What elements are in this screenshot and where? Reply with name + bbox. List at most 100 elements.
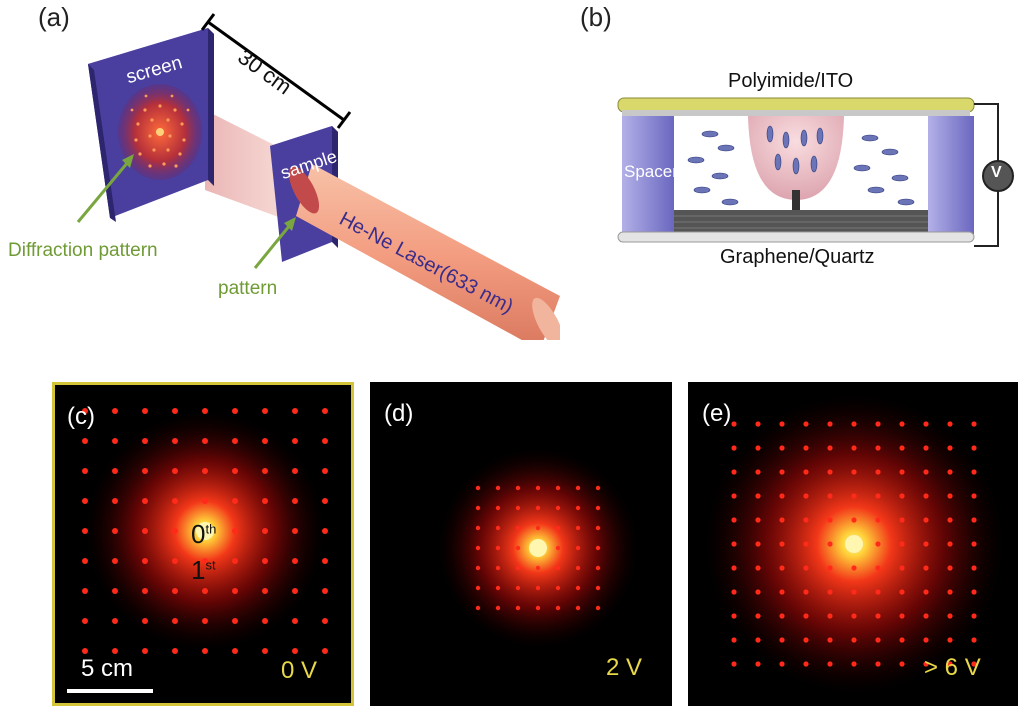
diffraction-spot xyxy=(803,469,809,475)
diffraction-spot xyxy=(971,637,977,643)
diffraction-spot xyxy=(142,648,148,654)
diffraction-spot xyxy=(495,585,501,591)
diffraction-spot xyxy=(535,585,541,591)
diffraction-spot xyxy=(971,613,977,619)
diffraction-spot xyxy=(535,485,541,491)
diffraction-spot xyxy=(947,637,953,643)
diffraction-spot xyxy=(779,637,785,643)
diffraction-spot xyxy=(262,438,268,444)
diffraction-spot xyxy=(971,661,977,667)
diffraction-spot xyxy=(82,468,88,474)
diffraction-spot xyxy=(875,517,881,523)
diffraction-spot xyxy=(232,528,238,534)
diffraction-spot xyxy=(495,525,501,531)
diffraction-spot xyxy=(555,485,561,491)
diffraction-spot xyxy=(172,648,178,654)
panel-d-image: (d) 2 V xyxy=(370,382,672,706)
diffraction-spot xyxy=(803,517,809,523)
diffraction-spot xyxy=(292,648,298,654)
diffraction-spot xyxy=(779,589,785,595)
panel-c-voltage: 0 V xyxy=(281,657,318,684)
diffraction-spot xyxy=(803,565,809,571)
diffraction-spot xyxy=(899,541,905,547)
diffraction-spot xyxy=(827,589,833,595)
diffraction-spot xyxy=(292,408,298,414)
diffraction-spot xyxy=(731,637,737,643)
diffraction-spot xyxy=(172,408,178,414)
diffraction-spot xyxy=(595,605,601,611)
diffraction-spot xyxy=(779,493,785,499)
diffraction-spot xyxy=(535,525,541,531)
diffraction-spot xyxy=(971,565,977,571)
panel-d-label: (d) xyxy=(384,400,414,427)
zeroth-order-suffix: th xyxy=(205,521,217,537)
diffraction-spot xyxy=(142,498,148,504)
diffraction-spot xyxy=(172,468,178,474)
diffraction-spot xyxy=(899,469,905,475)
diffraction-spot xyxy=(827,565,833,571)
diffraction-spot xyxy=(923,613,929,619)
diffraction-spot xyxy=(292,498,298,504)
diffraction-spot xyxy=(595,505,601,511)
diffraction-spot xyxy=(755,421,761,427)
spacer-label: Spacer xyxy=(624,162,678,181)
diffraction-spot xyxy=(202,498,208,504)
diffraction-spot xyxy=(172,438,178,444)
panel-e-label: (e) xyxy=(702,400,732,427)
diffraction-spot xyxy=(475,585,481,591)
diffraction-spot xyxy=(575,545,581,551)
diffraction-spot xyxy=(923,589,929,595)
diffraction-spot xyxy=(899,589,905,595)
diffraction-spot xyxy=(875,613,881,619)
diffraction-spot xyxy=(875,421,881,427)
diffraction-spot xyxy=(731,541,737,547)
diffraction-spot xyxy=(262,468,268,474)
diffraction-spot xyxy=(971,445,977,451)
diffraction-spot xyxy=(575,505,581,511)
diffraction-spot xyxy=(947,469,953,475)
diffraction-spot xyxy=(971,493,977,499)
diffraction-spot xyxy=(172,618,178,624)
diffraction-spot xyxy=(495,545,501,551)
diffraction-spot xyxy=(875,565,881,571)
diffraction-spot xyxy=(899,421,905,427)
diffraction-spot xyxy=(322,438,328,444)
diffraction-spot xyxy=(262,558,268,564)
diffraction-spot xyxy=(575,585,581,591)
diffraction-spot xyxy=(827,661,833,667)
diffraction-spot xyxy=(142,438,148,444)
diffraction-spot xyxy=(515,505,521,511)
diffraction-spot xyxy=(535,565,541,571)
diffraction-spot xyxy=(475,545,481,551)
diffraction-spot xyxy=(947,661,953,667)
diffraction-spot xyxy=(142,588,148,594)
diffraction-spot xyxy=(112,408,118,414)
diffraction-spot xyxy=(575,525,581,531)
diffraction-pattern-label: Diffraction pattern xyxy=(8,240,158,261)
diffraction-spot xyxy=(827,637,833,643)
diffraction-spot xyxy=(232,408,238,414)
diffraction-spot xyxy=(779,565,785,571)
zeroth-order-number: 0 xyxy=(191,519,206,549)
diffraction-spot xyxy=(112,528,118,534)
zeroth-order-label: 0th xyxy=(191,519,216,550)
diffraction-spot xyxy=(262,588,268,594)
diffraction-spot xyxy=(322,528,328,534)
panel-b-label: (b) xyxy=(580,2,612,32)
diffraction-spot xyxy=(827,493,833,499)
diffraction-spot xyxy=(172,558,178,564)
diffraction-spot xyxy=(755,637,761,643)
diffraction-spot xyxy=(875,637,881,643)
diffraction-spot xyxy=(515,525,521,531)
experiment-setup-illustration xyxy=(76,13,560,340)
diffraction-spot xyxy=(82,528,88,534)
cell-illustration xyxy=(617,97,1014,247)
diffraction-spot xyxy=(515,485,521,491)
diffraction-spot xyxy=(803,637,809,643)
top-electrode xyxy=(617,97,975,113)
diffraction-spot xyxy=(923,445,929,451)
diffraction-spot xyxy=(322,408,328,414)
diffraction-spot xyxy=(827,517,833,523)
diffraction-spot xyxy=(112,588,118,594)
diffraction-spot xyxy=(82,438,88,444)
